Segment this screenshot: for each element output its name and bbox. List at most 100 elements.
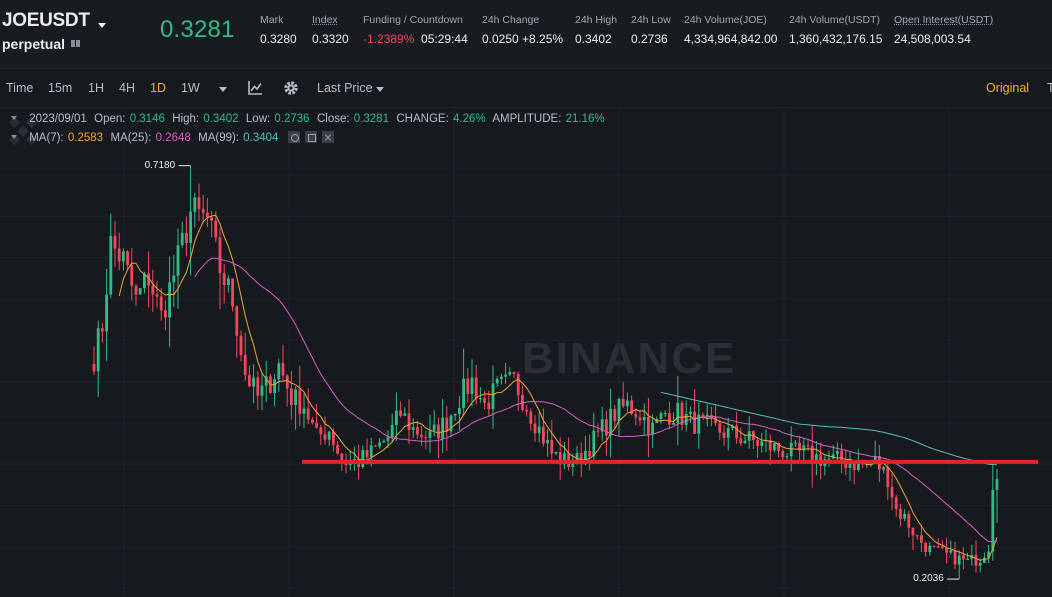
ma-settings-icon[interactable] [304,131,317,143]
symbol-dropdown-icon[interactable] [98,23,106,28]
candle-body [760,441,764,447]
candle-body [340,453,344,464]
close-label: Close: [316,113,350,125]
last-price: 0.3281 [160,16,235,43]
candle-body [344,463,348,465]
candle-body [218,237,222,274]
candle-body [483,398,486,403]
ma-close-icon[interactable] [321,131,334,143]
stat-value: 0.0250 +8.25% [482,32,564,46]
book-icon[interactable] [71,39,80,48]
candle-body [214,220,218,238]
ma7-label: MA(7): [29,132,64,144]
candle-body [928,545,932,553]
candle-body [395,410,398,425]
interval-1w[interactable]: 1W [181,81,200,95]
candle-body [470,377,474,394]
candle-body [747,431,751,441]
funding-rate: -1.2389% [363,32,415,46]
candle-body [147,273,150,286]
candle-body [613,408,617,421]
ma25-label: MA(25): [110,132,152,144]
candle-body [521,395,524,410]
interval-1d[interactable]: 1D [150,81,166,95]
candlestick-chart[interactable]: BINANCE 2023/09/01 Open: 0.3146 High: 0.… [0,108,1052,597]
ma-collapse-icon[interactable] [11,135,17,139]
candle-body [453,413,457,416]
candle-body [882,467,885,470]
candle-body [101,328,104,332]
candle-body [596,430,600,432]
candle-body [714,417,717,424]
candle-body [642,416,646,421]
stat-24h-change: 24h Change 0.0250 +8.25% [482,14,563,46]
legend-collapse-icon[interactable] [11,116,17,120]
candle-body [122,251,125,262]
settings-gear-icon[interactable] [283,80,299,96]
candle-body [705,414,709,417]
ma-visibility-icon[interactable] [287,131,300,143]
candle-body [857,460,860,471]
candle-body [424,437,428,439]
candle-body [500,376,503,379]
candle-body [689,411,692,414]
candle-body [848,463,852,469]
view-tradingview-tab[interactable]: T [1047,81,1052,95]
candle-body [222,273,226,285]
view-original-tab[interactable]: Original [986,81,1030,95]
candle-body [164,310,167,318]
time-button[interactable]: Time [6,81,34,95]
candle-body [323,434,327,440]
candle-body [399,410,402,416]
candle-body [172,275,176,283]
ma7-value: 0.2583 [67,132,104,144]
candle-body [579,453,583,465]
candle-body [361,450,365,468]
more-intervals-icon[interactable] [219,87,227,92]
candle-body [260,385,264,396]
candle-body [659,413,663,420]
ohlc-legend: 2023/09/01 Open: 0.3146 High: 0.3402 Low… [11,113,606,125]
open-label: Open: [94,113,126,125]
candle-body [416,427,419,435]
stat-label[interactable]: Open Interest(USDT) [894,14,994,26]
candle-body [474,377,478,399]
chart-plot-area[interactable] [0,108,1052,597]
candle-body [277,363,281,380]
candle-body [311,419,314,423]
interval-15m[interactable]: 15m [48,81,73,95]
candle-body [458,408,461,414]
candle-body [285,375,289,389]
candle-body [105,294,108,332]
candle-body [130,264,134,286]
candle-body [487,402,491,410]
stat-label[interactable]: Index [312,14,338,26]
candle-body [815,454,818,463]
highest-price-label: 0.7180 [144,159,176,171]
candle-body [894,497,898,509]
price-type-dropdown-icon[interactable] [376,87,384,92]
amplitude-label: AMPLITUDE: [492,113,562,125]
stat-funding: Funding / Countdown -1.2389% 05:29:44 [363,14,468,46]
symbol-name[interactable]: JOEUSDT [2,10,90,31]
candle-body [378,442,381,447]
stat-24h-high: 24h High 0.3402 [575,14,617,46]
candle-body [836,450,839,455]
price-type-select[interactable]: Last Price [317,81,373,95]
stat-open-interest[interactable]: Open Interest(USDT) 24,508,003.54 [894,14,993,46]
candle-body [529,411,533,424]
candle-body [516,373,520,396]
indicators-icon[interactable] [247,80,263,96]
candle-body [588,450,591,457]
candle-body [550,439,554,454]
candle-body [491,383,495,410]
candle-body [466,378,470,394]
candle-body [605,419,608,436]
stat-index[interactable]: Index 0.3320 [312,14,349,46]
candle-body [680,402,684,425]
interval-1h[interactable]: 1H [88,81,104,95]
interval-4h[interactable]: 4H [119,81,135,95]
stat-24h-volume-joe: 24h Volume(JOE) 4,334,964,842.00 [684,14,777,46]
candle-body [306,408,310,420]
candle-body [432,424,436,431]
